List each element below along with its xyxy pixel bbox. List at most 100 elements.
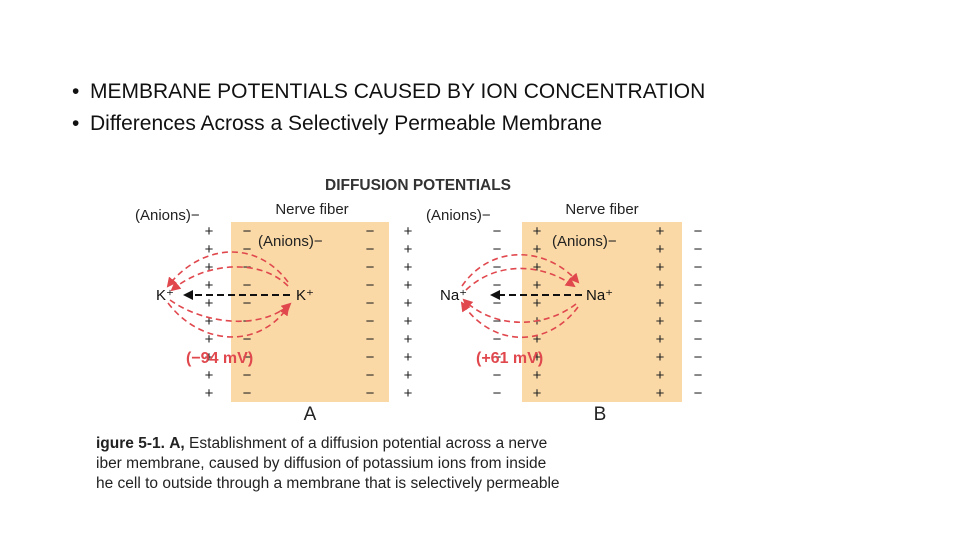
nerve-fiber-a bbox=[231, 222, 389, 402]
positive-charge-sign: + bbox=[205, 349, 214, 366]
negative-charge-sign: − bbox=[694, 367, 703, 384]
negative-charge-sign: − bbox=[366, 313, 375, 330]
positive-charge-sign: + bbox=[656, 241, 665, 258]
positive-charge-sign: + bbox=[205, 385, 214, 402]
positive-charge-sign: + bbox=[656, 385, 665, 402]
negative-charge-sign: − bbox=[243, 295, 252, 312]
potential-label-a: (−94 mV) bbox=[186, 350, 253, 367]
negative-charge-sign: − bbox=[243, 331, 252, 348]
bullet-dot-icon: • bbox=[72, 80, 80, 103]
positive-charge-sign: + bbox=[533, 259, 542, 276]
positive-charge-sign: + bbox=[656, 367, 665, 384]
negative-charge-sign: − bbox=[366, 223, 375, 240]
negative-charge-sign: − bbox=[493, 313, 502, 330]
negative-charge-sign: − bbox=[366, 295, 375, 312]
negative-charge-sign: − bbox=[493, 277, 502, 294]
panel-letter-b: B bbox=[594, 404, 607, 425]
caption-line: iber membrane, caused by diffusion of po… bbox=[96, 455, 547, 472]
ion-flow-arc-a bbox=[166, 251, 289, 288]
negative-charge-sign: − bbox=[493, 331, 502, 348]
anions-outside-label-b: (Anions)− bbox=[426, 207, 491, 224]
anions-inside-label-a: (Anions)− bbox=[258, 233, 323, 250]
positive-charge-sign: + bbox=[656, 223, 665, 240]
ion-flow-arc-b bbox=[465, 267, 576, 291]
ion-inside-label-b: Na⁺ bbox=[586, 287, 613, 304]
positive-charge-sign: + bbox=[533, 367, 542, 384]
nerve-fiber-label-b: Nerve fiber bbox=[565, 201, 638, 218]
negative-charge-sign: − bbox=[366, 367, 375, 384]
positive-charge-sign: + bbox=[404, 331, 413, 348]
positive-charge-sign: + bbox=[533, 349, 542, 366]
positive-charge-sign: + bbox=[656, 295, 665, 312]
nerve-fiber-b bbox=[522, 222, 682, 402]
positive-charge-sign: + bbox=[533, 295, 542, 312]
caption-panel-letter: A, bbox=[169, 435, 185, 452]
negative-charge-sign: − bbox=[493, 295, 502, 312]
positive-charge-sign: + bbox=[205, 241, 214, 258]
positive-charge-sign: + bbox=[205, 223, 214, 240]
positive-charge-sign: + bbox=[205, 277, 214, 294]
negative-charge-sign: − bbox=[694, 277, 703, 294]
ion-flow-arc-a bbox=[167, 302, 290, 338]
negative-charge-sign: − bbox=[243, 349, 252, 366]
negative-charge-sign: − bbox=[694, 349, 703, 366]
positive-charge-sign: + bbox=[533, 385, 542, 402]
negative-charge-sign: − bbox=[694, 259, 703, 276]
negative-charge-sign: − bbox=[694, 313, 703, 330]
ion-flow-arc-b bbox=[462, 298, 577, 324]
positive-charge-sign: + bbox=[533, 241, 542, 258]
positive-charge-sign: + bbox=[533, 331, 542, 348]
negative-charge-sign: − bbox=[366, 385, 375, 402]
negative-charge-sign: − bbox=[493, 259, 502, 276]
ion-inside-label-a: K⁺ bbox=[296, 287, 314, 304]
positive-charge-sign: + bbox=[533, 223, 542, 240]
negative-charge-sign: − bbox=[366, 331, 375, 348]
panel-letter-a: A bbox=[304, 404, 317, 425]
negative-charge-sign: − bbox=[493, 349, 502, 366]
negative-charge-sign: − bbox=[366, 277, 375, 294]
ion-outside-label-a: K⁺ bbox=[156, 287, 174, 304]
caption-line: he cell to outside through a membrane th… bbox=[96, 475, 560, 492]
ion-outside-label-b: Na⁺ bbox=[440, 287, 467, 304]
positive-charge-sign: + bbox=[404, 349, 413, 366]
negative-charge-sign: − bbox=[493, 241, 502, 258]
positive-charge-sign: + bbox=[656, 277, 665, 294]
negative-charge-sign: − bbox=[493, 385, 502, 402]
positive-charge-sign: + bbox=[404, 277, 413, 294]
negative-charge-sign: − bbox=[493, 367, 502, 384]
bullet-item: • MEMBRANE POTENTIALS CAUSED BY ION CONCE… bbox=[72, 76, 705, 108]
caption-line: Establishment of a diffusion potential a… bbox=[189, 435, 548, 452]
positive-charge-sign: + bbox=[404, 223, 413, 240]
negative-charge-sign: − bbox=[366, 241, 375, 258]
positive-charge-sign: + bbox=[656, 349, 665, 366]
negative-charge-sign: − bbox=[493, 223, 502, 240]
panel-b: (Anions)− Nerve fiber (Anions)− −−−−−−−−… bbox=[426, 201, 703, 425]
ion-flow-arc-b bbox=[460, 301, 579, 338]
figure-title: DIFFUSION POTENTIALS bbox=[325, 177, 511, 194]
positive-charge-sign: + bbox=[205, 259, 214, 276]
positive-charge-sign: + bbox=[404, 313, 413, 330]
bullet-item: • Differences Across a Selectively Permea… bbox=[72, 108, 705, 140]
positive-charge-sign: + bbox=[656, 331, 665, 348]
positive-charge-sign: + bbox=[404, 367, 413, 384]
potential-label-b: (+61 mV) bbox=[476, 350, 543, 367]
positive-charge-sign: + bbox=[404, 259, 413, 276]
positive-charge-sign: + bbox=[533, 277, 542, 294]
panel-a: (Anions)− Nerve fiber (Anions)− ++++++++… bbox=[135, 201, 413, 425]
positive-charge-sign: + bbox=[656, 313, 665, 330]
figure-caption: igure 5-1. A, Establishment of a diffusi… bbox=[96, 434, 776, 494]
positive-charge-sign: + bbox=[656, 259, 665, 276]
negative-charge-sign: − bbox=[694, 241, 703, 258]
anions-inside-label-b: (Anions)− bbox=[552, 233, 617, 250]
caption-figure-label: igure 5-1. bbox=[96, 435, 165, 452]
negative-charge-sign: − bbox=[366, 259, 375, 276]
negative-charge-sign: − bbox=[366, 349, 375, 366]
bullet-list: • MEMBRANE POTENTIALS CAUSED BY ION CONCE… bbox=[72, 76, 705, 140]
nerve-fiber-label-a: Nerve fiber bbox=[275, 201, 348, 218]
bullet-dot-icon: • bbox=[72, 112, 80, 135]
negative-charge-sign: − bbox=[243, 385, 252, 402]
positive-charge-sign: + bbox=[404, 241, 413, 258]
positive-charge-sign: + bbox=[404, 385, 413, 402]
positive-charge-sign: + bbox=[404, 295, 413, 312]
